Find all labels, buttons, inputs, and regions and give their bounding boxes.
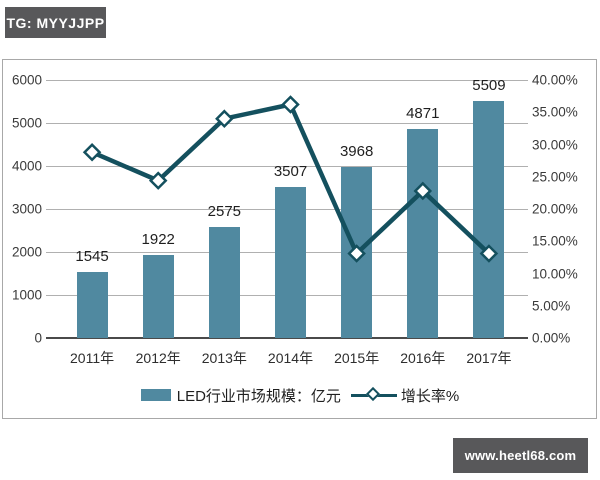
- bar: [208, 227, 240, 338]
- watermark-site-badge: www.heetl68.com: [453, 438, 588, 473]
- left-axis-tick-label: 2000: [11, 244, 42, 260]
- bar: [76, 271, 108, 338]
- bar-data-label: 1922: [141, 231, 175, 249]
- legend-item-bar: LED行业市场规模：亿元: [140, 385, 341, 406]
- bar-data-label: 3968: [339, 143, 374, 161]
- bar-series-swatch-icon: [140, 389, 171, 401]
- bar: [142, 255, 174, 338]
- legend-label-bar-series: LED行业市场规模：亿元: [176, 387, 341, 405]
- right-axis-tick-label: 25.00%: [532, 169, 578, 185]
- bar-data-label: 2575: [207, 203, 242, 221]
- x-axis-tick-label: 2017年: [466, 350, 512, 366]
- right-axis-tick-label: 20.00%: [532, 201, 578, 217]
- chart-legend: LED行业市场规模：亿元 增长率%: [0, 385, 600, 405]
- right-axis-tick-label: 15.00%: [532, 233, 578, 249]
- left-axis-tick-label: 5000: [11, 115, 42, 131]
- line-series-marker-icon: [350, 386, 397, 403]
- gridline: [46, 123, 528, 124]
- bar: [473, 101, 505, 338]
- bar-data-label: 3507: [273, 163, 308, 181]
- x-axis-tick-label: 2013年: [201, 350, 247, 366]
- x-axis-tick-label: 2015年: [334, 350, 380, 366]
- watermark-tag-text: TG: MYYJJPP: [6, 14, 105, 31]
- left-axis-tick-label: 3000: [11, 201, 42, 217]
- bar-data-label: 1545: [75, 247, 109, 265]
- gridline: [46, 80, 528, 81]
- left-axis-tick-label: 1000: [11, 287, 42, 303]
- watermark-tag-badge: TG: MYYJJPP: [5, 7, 106, 38]
- left-axis-tick-label: 6000: [11, 72, 42, 88]
- right-axis-tick-label: 35.00%: [532, 104, 578, 120]
- x-axis-tick-label: 2012年: [135, 350, 181, 366]
- x-axis-tick-label: 2016年: [400, 350, 446, 366]
- right-axis-tick-label: 30.00%: [532, 137, 578, 152]
- bar-data-label: 5509: [472, 77, 506, 95]
- x-axis-tick-label: 2011年: [70, 350, 115, 366]
- legend-item-line: 增长率%: [347, 385, 459, 406]
- right-axis-tick-label: 40.00%: [532, 72, 578, 88]
- watermark-site-text: www.heetl68.com: [464, 448, 577, 463]
- right-axis-tick-label: 10.00%: [532, 266, 578, 281]
- x-axis-tick-label: 2014年: [267, 350, 314, 366]
- left-axis-tick-label: 4000: [11, 158, 42, 174]
- left-axis-tick-label: 0: [34, 330, 42, 346]
- bar: [275, 187, 306, 338]
- right-axis-tick-label: 0.00%: [532, 330, 571, 346]
- bar: [341, 167, 373, 338]
- bar-data-label: 4871: [406, 104, 440, 122]
- bar: [407, 128, 439, 338]
- right-axis-tick-label: 5.00%: [532, 298, 571, 314]
- legend-label-line-series: 增长率%: [400, 387, 460, 405]
- x-axis-line: [46, 337, 528, 339]
